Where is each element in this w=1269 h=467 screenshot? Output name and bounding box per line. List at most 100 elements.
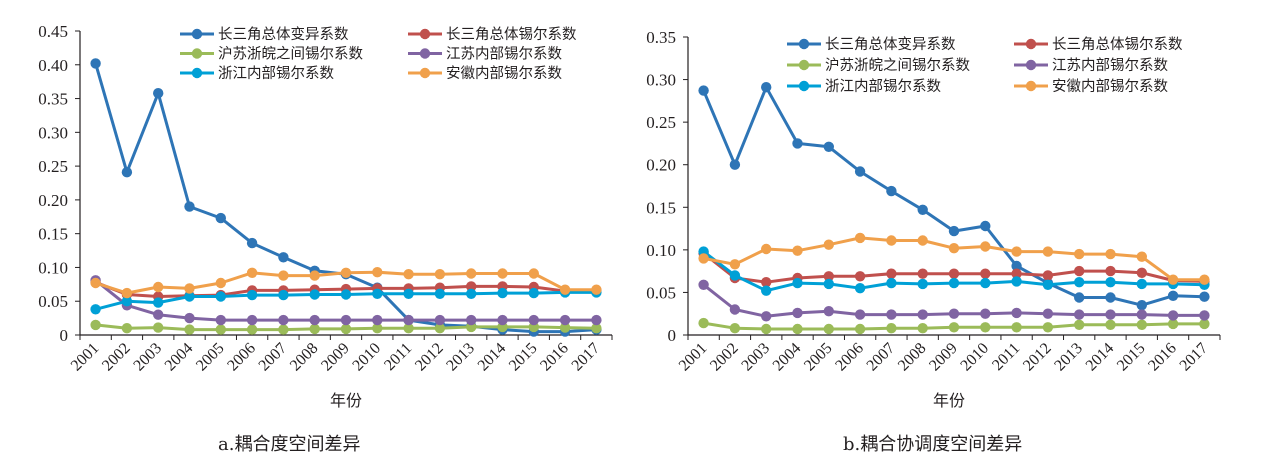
legend-marker <box>191 67 203 79</box>
data-point <box>278 324 289 335</box>
data-point <box>980 277 991 289</box>
data-point <box>246 314 258 326</box>
data-point <box>215 291 226 302</box>
data-point <box>1199 318 1210 330</box>
data-point <box>917 309 928 320</box>
chart-panel-a: 0 0.05 0.10 0.15 0.20 0.25 0.30 0.35 0.40 0.45 200… <box>0 0 634 467</box>
series-3 <box>90 319 602 335</box>
data-point <box>591 284 602 295</box>
x-tick-label: 2012 <box>1020 340 1055 375</box>
data-point <box>372 288 383 299</box>
y-tick-label: 0.30 <box>38 123 68 142</box>
y-tick-label: 0.20 <box>646 156 676 175</box>
data-point <box>792 307 803 319</box>
data-point <box>1042 322 1054 333</box>
chart-panel-b: 0 0.05 0.10 0.15 0.20 0.25 0.30 0.35 2001 2002 200… <box>634 0 1269 467</box>
x-tick-label: 2016 <box>537 340 572 375</box>
data-point <box>729 270 741 281</box>
legend-marker <box>419 48 431 59</box>
data-point <box>372 323 383 334</box>
data-point <box>761 277 772 288</box>
data-point <box>153 309 164 320</box>
data-point <box>980 268 991 279</box>
data-point <box>1105 248 1116 260</box>
data-point <box>1042 308 1054 319</box>
data-point <box>948 225 960 237</box>
data-point <box>309 270 320 281</box>
data-point <box>1105 277 1116 288</box>
y-tick-label: 0.35 <box>646 28 676 47</box>
data-point <box>559 322 571 333</box>
data-point <box>434 323 446 334</box>
data-point <box>90 304 101 315</box>
data-point <box>184 201 195 212</box>
x-tick-label: 2015 <box>506 340 541 375</box>
chart-a-caption: a.耦合度空间差异 <box>218 434 361 455</box>
data-point <box>729 159 741 170</box>
x-tick-label: 2016 <box>1145 340 1180 375</box>
data-point <box>121 287 133 299</box>
data-point <box>1042 279 1054 290</box>
data-point <box>121 296 133 307</box>
x-tick-label: 2009 <box>926 340 961 375</box>
data-point <box>917 235 928 246</box>
data-point <box>917 323 928 334</box>
data-point <box>917 204 928 215</box>
legend-marker <box>798 59 810 71</box>
data-point <box>980 322 991 333</box>
x-tick-label: 2001 <box>68 340 103 375</box>
data-point <box>948 268 960 279</box>
data-point <box>917 278 928 290</box>
data-point <box>1136 309 1147 320</box>
x-tick-label: 2013 <box>1051 340 1086 375</box>
data-point <box>1074 309 1085 320</box>
data-point <box>246 267 258 278</box>
data-point <box>215 314 226 326</box>
x-tick-label: 2015 <box>1114 340 1149 375</box>
data-point <box>1105 292 1116 303</box>
x-tick-label: 2006 <box>832 340 867 375</box>
x-tick-label: 2011 <box>381 340 415 374</box>
data-point <box>886 268 897 279</box>
legend-label: 浙江内部锡尔系数 <box>218 65 334 82</box>
data-point <box>948 243 960 254</box>
data-point <box>278 252 289 263</box>
x-tick-label: 2017 <box>1177 340 1212 375</box>
legend-label: 长三角总体锡尔系数 <box>446 26 577 43</box>
x-tick-label: 2007 <box>256 340 291 375</box>
data-point <box>215 277 226 289</box>
data-point <box>528 314 539 326</box>
data-point <box>466 288 477 299</box>
x-tick-label: 2011 <box>989 340 1023 374</box>
data-point <box>854 271 866 282</box>
data-point <box>1105 309 1116 320</box>
data-point <box>792 323 803 335</box>
data-point <box>153 281 164 293</box>
data-point <box>1199 291 1210 302</box>
y-tick-label: 0 <box>60 326 69 345</box>
x-tick-label: 2009 <box>318 340 353 375</box>
data-point <box>309 323 320 335</box>
data-point <box>698 279 709 290</box>
legend-label: 沪苏浙皖之间锡尔系数 <box>218 46 363 63</box>
legend-marker <box>798 38 810 50</box>
data-point <box>153 88 164 99</box>
data-point <box>559 314 571 326</box>
data-point <box>1074 292 1085 303</box>
data-point <box>1167 318 1179 330</box>
data-point <box>121 323 133 334</box>
data-point <box>886 235 897 246</box>
x-tick-label: 2013 <box>443 340 478 375</box>
data-point <box>1011 276 1022 287</box>
data-point <box>434 269 446 280</box>
data-point <box>761 311 772 322</box>
data-point <box>1042 270 1054 281</box>
y-tick-label: 0.15 <box>646 198 676 217</box>
data-point <box>340 323 352 335</box>
data-point <box>497 314 508 326</box>
legend-marker <box>419 67 431 79</box>
y-tick-label: 0.10 <box>38 258 68 277</box>
data-point <box>886 277 897 289</box>
x-tick-label: 2002 <box>99 340 134 375</box>
